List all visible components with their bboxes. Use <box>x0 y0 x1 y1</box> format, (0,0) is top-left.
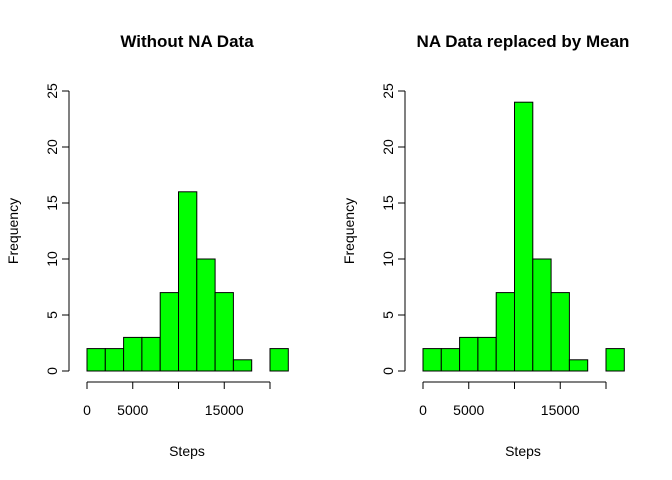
chart-title: NA Data replaced by Mean <box>417 32 630 51</box>
chart-title: Without NA Data <box>120 32 254 51</box>
y-tick-label: 10 <box>380 251 396 267</box>
y-tick-label: 0 <box>44 367 60 375</box>
x-tick-label: 0 <box>419 402 427 418</box>
histogram-bar <box>86 348 106 372</box>
histogram-bar <box>605 348 625 372</box>
histogram-bar <box>514 101 534 372</box>
x-axis-label: Steps <box>505 443 541 459</box>
x-tick-label: 5000 <box>117 402 148 418</box>
x-tick-label: 0 <box>83 402 91 418</box>
y-tick-label: 15 <box>44 195 60 211</box>
histogram-bar <box>141 336 161 372</box>
y-tick-label: 25 <box>380 83 396 99</box>
histogram-bar <box>214 292 234 372</box>
x-tick-label: 15000 <box>205 402 244 418</box>
y-axis-label: Frequency <box>5 198 21 264</box>
histogram-bar <box>495 292 516 372</box>
histogram-panel-without-na: Without NA Data 0 5 10 15 20 25 0 5000 15000 Steps… <box>5 32 289 459</box>
histogram-bar <box>104 348 125 372</box>
histogram-bar <box>269 348 289 372</box>
histogram-bar <box>532 258 552 372</box>
histogram-bar <box>440 348 461 372</box>
histogram-bar <box>178 191 198 372</box>
histogram-bar <box>477 336 497 372</box>
y-tick-label: 0 <box>380 367 396 375</box>
y-tick-label: 5 <box>380 311 396 319</box>
histogram-bar <box>550 292 570 372</box>
y-tick-label: 20 <box>44 139 60 155</box>
histogram-bar <box>568 359 589 372</box>
histogram-bar <box>159 292 179 372</box>
x-tick-label: 5000 <box>453 402 484 418</box>
histogram-bar <box>232 359 253 372</box>
y-axis-label: Frequency <box>341 198 357 264</box>
histogram-bar <box>123 336 143 372</box>
histogram-bar <box>196 258 216 372</box>
histogram-bar <box>459 336 479 372</box>
y-tick-label: 5 <box>44 311 60 319</box>
x-axis-label: Steps <box>169 443 205 459</box>
y-tick-label: 10 <box>44 251 60 267</box>
y-tick-label: 15 <box>380 195 396 211</box>
y-tick-label: 25 <box>44 83 60 99</box>
histogram-panel-na-replaced: NA Data replaced by Mean 0 5 10 15 20 25 0 5000 1… <box>341 32 629 459</box>
x-tick-label: 15000 <box>541 402 580 418</box>
histogram-bar <box>422 348 442 372</box>
y-tick-label: 20 <box>380 139 396 155</box>
